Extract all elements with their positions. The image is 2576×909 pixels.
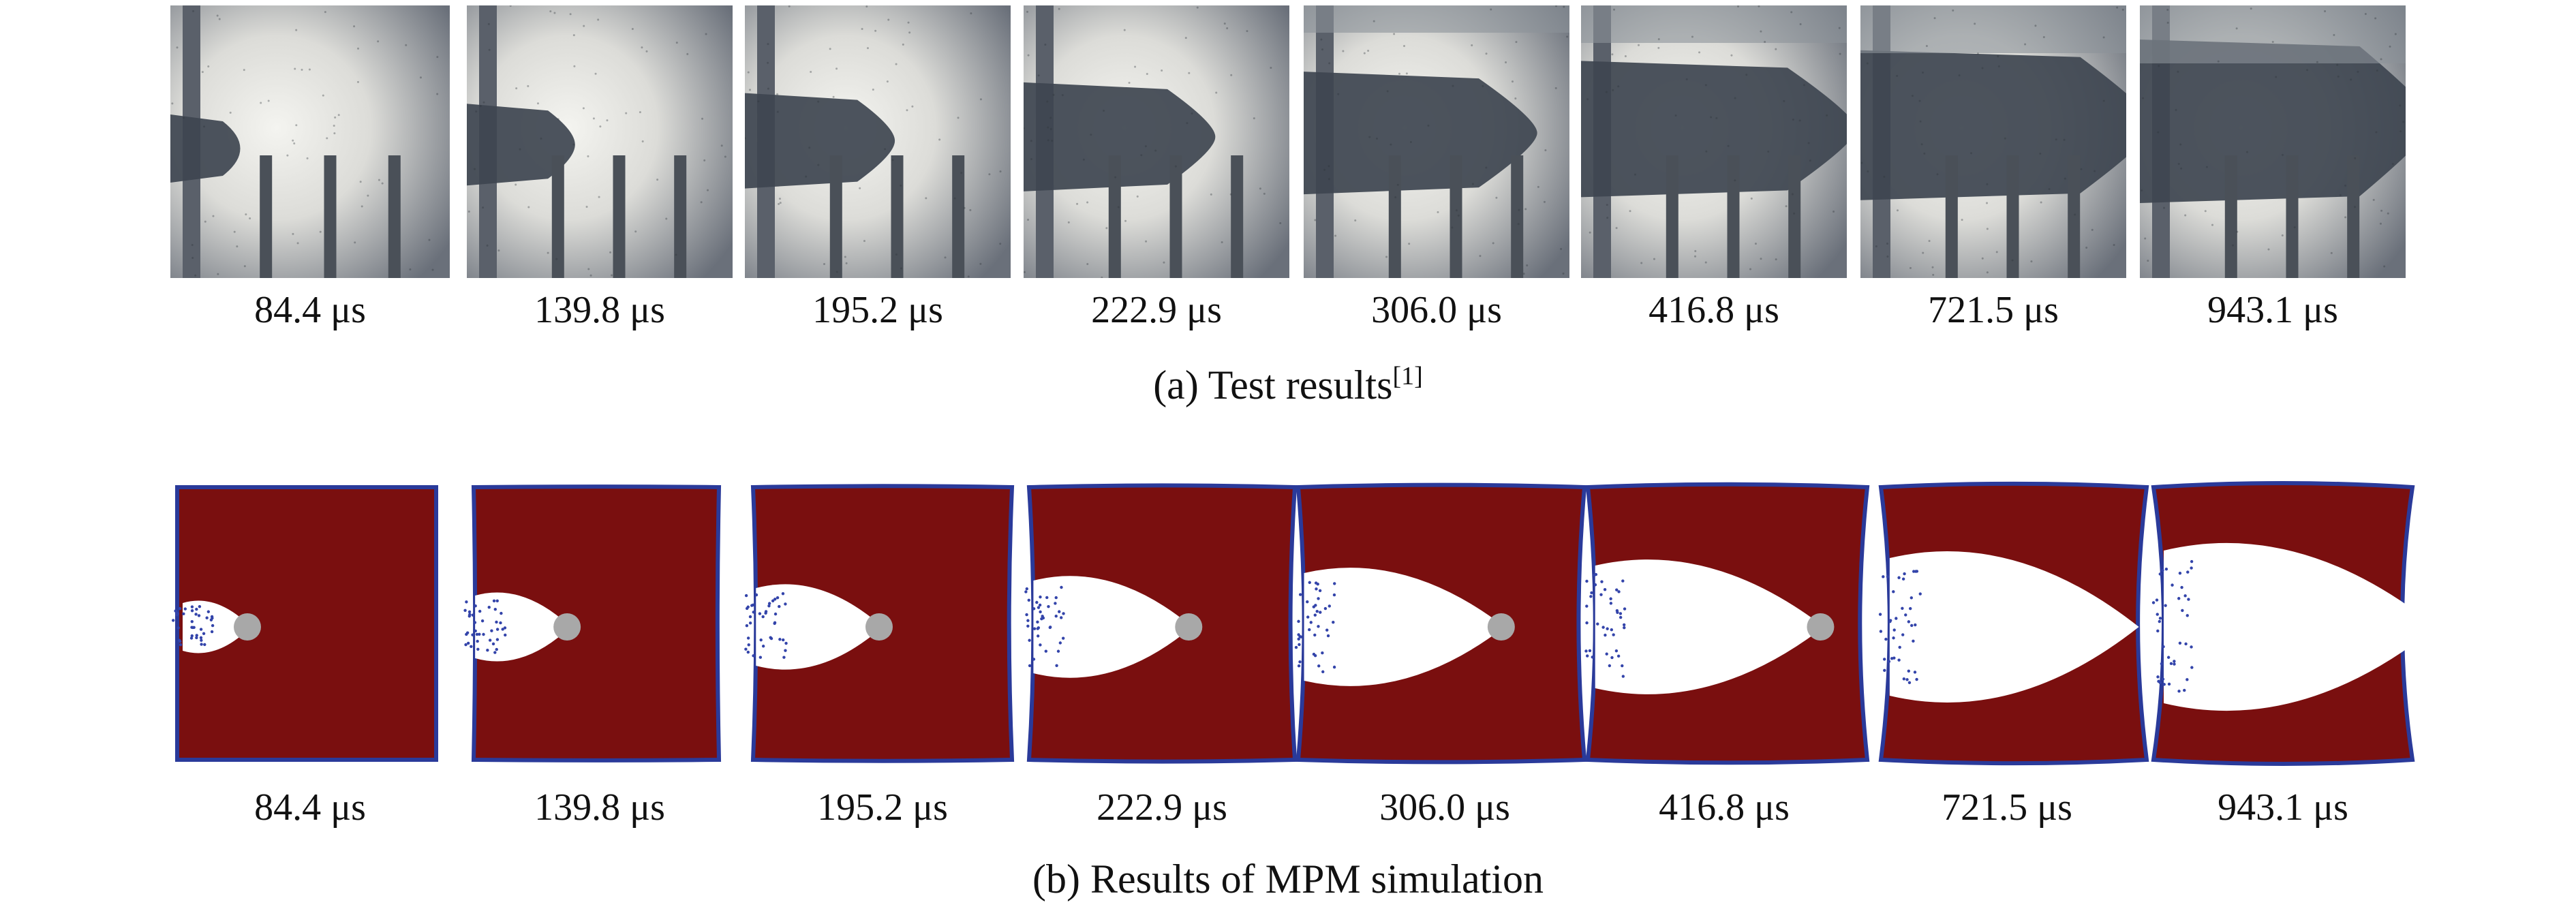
- simulation-time-label: 721.5 μs: [1942, 786, 2072, 829]
- simulation-time-label: 306.0 μs: [1379, 786, 1510, 829]
- simulation-time-label: 195.2 μs: [817, 786, 948, 829]
- simulation-time-label: 222.9 μs: [1097, 786, 1227, 829]
- test-frame-5: [1304, 5, 1569, 278]
- simulation-time-label: 139.8 μs: [534, 786, 665, 829]
- test-time-label: 721.5 μs: [1928, 289, 2059, 331]
- test-frame-4: [1024, 5, 1289, 278]
- mpm-simulation-caption: (b) Results of MPM simulation: [0, 855, 2576, 903]
- test-time-label: 195.2 μs: [812, 289, 943, 331]
- test-frame-7: [1860, 5, 2126, 278]
- test-time-label: 306.0 μs: [1371, 289, 1502, 331]
- test-frame-2: [467, 5, 733, 278]
- simulation-frame-2: [463, 484, 722, 762]
- simulation-frame-5: [1294, 482, 1587, 765]
- test-results-caption-text: (a) Test results: [1153, 363, 1393, 407]
- test-results-row: 84.4 μs 139.8 μs 195.2 μs 222.9 μs 306.0 μs 4…: [0, 0, 2576, 409]
- test-results-caption: (a) Test results[1]: [0, 361, 2576, 409]
- simulation-time-label: 84.4 μs: [254, 786, 366, 829]
- test-frame-3: [745, 5, 1011, 278]
- test-time-label: 943.1 μs: [2207, 289, 2338, 331]
- test-time-label: 139.8 μs: [534, 289, 665, 331]
- simulation-frame-4: [1024, 483, 1298, 764]
- simulation-frame-8: [2151, 481, 2436, 766]
- simulation-frame-7: [1878, 481, 2149, 766]
- simulation-frame-6: [1584, 482, 1870, 765]
- test-results-reference: [1]: [1392, 362, 1423, 390]
- simulation-frame-1: [171, 485, 439, 762]
- test-frame-8: [2140, 5, 2406, 278]
- mpm-simulation-caption-text: (b) Results of MPM simulation: [1032, 857, 1544, 902]
- simulation-time-label: 416.8 μs: [1659, 786, 1790, 829]
- simulation-frame-3: [744, 484, 1015, 763]
- simulation-time-label: 943.1 μs: [2218, 786, 2348, 829]
- test-time-label: 222.9 μs: [1091, 289, 1222, 331]
- test-time-label: 416.8 μs: [1649, 289, 1779, 331]
- test-frame-1: [170, 5, 450, 278]
- test-frame-6: [1581, 5, 1847, 278]
- test-time-label: 84.4 μs: [254, 289, 366, 331]
